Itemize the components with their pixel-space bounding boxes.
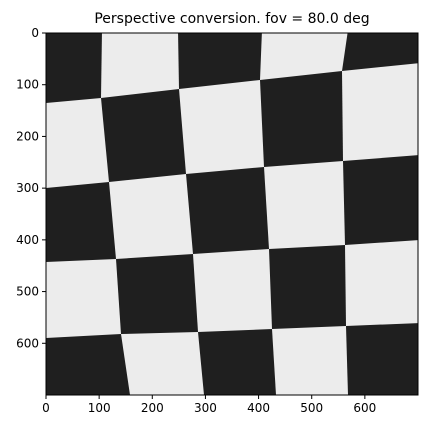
x-tick-label: 100 [88, 401, 111, 415]
x-axis: 0 100 200 300 400 500 600 [42, 395, 376, 415]
dark-square [260, 71, 343, 167]
dark-square [342, 33, 418, 71]
y-axis: 0 100 200 300 400 500 600 [16, 26, 46, 350]
dark-square [198, 329, 276, 395]
checkerboard-image [46, 33, 418, 395]
x-tick-label: 0 [42, 401, 50, 415]
y-tick-label: 300 [16, 181, 39, 195]
y-tick-label: 500 [16, 285, 39, 299]
dark-square [346, 323, 418, 395]
x-tick-label: 200 [141, 401, 164, 415]
x-tick-label: 300 [194, 401, 217, 415]
dark-square [46, 33, 102, 103]
y-tick-label: 400 [16, 233, 39, 247]
figure-title: Perspective conversion. fov = 80.0 deg [94, 11, 369, 27]
y-tick-label: 100 [16, 78, 39, 92]
dark-square [46, 182, 116, 262]
x-tick-label: 600 [353, 401, 376, 415]
y-tick-label: 200 [16, 129, 39, 143]
dark-square [269, 245, 346, 329]
dark-squares [46, 33, 418, 395]
x-tick-label: 400 [247, 401, 270, 415]
axes-frame [45, 32, 419, 396]
dark-square [186, 167, 269, 254]
dark-square [343, 155, 418, 245]
y-tick-label: 0 [31, 26, 39, 40]
x-tick-label: 500 [300, 401, 323, 415]
y-tick-label: 600 [16, 336, 39, 350]
dark-square [101, 89, 186, 182]
dark-square [178, 33, 262, 89]
dark-square [46, 334, 130, 395]
dark-square [116, 254, 198, 334]
